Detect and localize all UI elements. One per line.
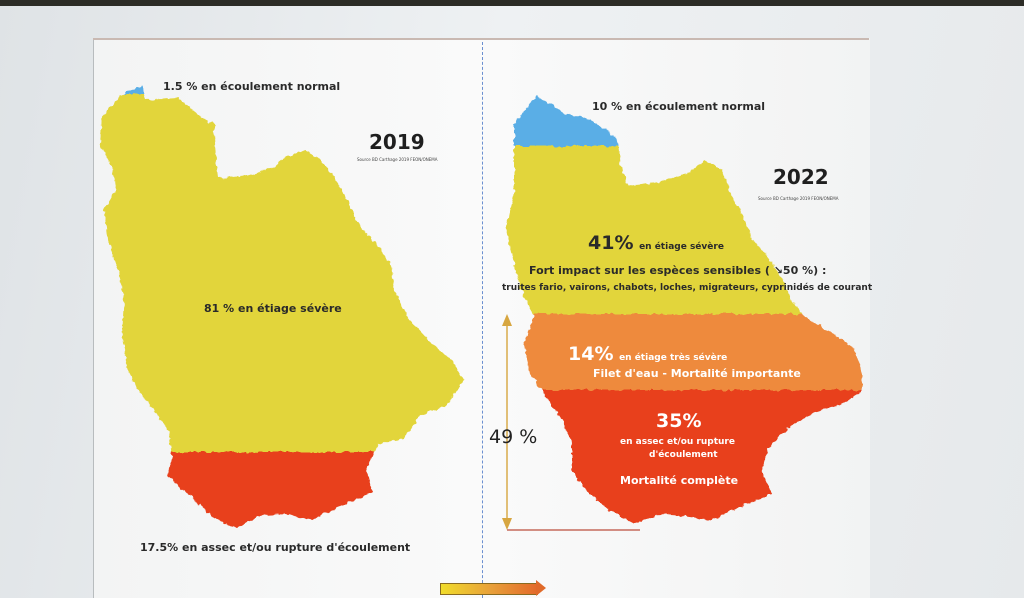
map-2022-normal-label: 10 % en écoulement normal	[592, 100, 766, 113]
map-2019-dry-region	[100, 452, 464, 528]
map-2022-impact-line: Fort impact sur les espèces sensibles ( …	[529, 264, 827, 277]
map-2022-very-severe-note: Filet d'eau - Mortalité importante	[593, 367, 801, 380]
map-2022-normal-flow-region	[506, 96, 862, 146]
map-2022-severe-text: en étiage sévère	[639, 242, 724, 252]
map-2022-dry-text-2: d'écoulement	[649, 450, 718, 460]
map-2022-source: Source BD Carthage 2019 FEON/ONEMA	[758, 196, 839, 201]
map-2019-dry-label: 17.5% en assec et/ou rupture d'écoulemen…	[140, 541, 411, 554]
map-2022-dry-value: 35%	[656, 410, 702, 432]
map-2022-dry-note: Mortalité complète	[620, 474, 739, 487]
map-2019-severe-label: 81 % en étiage sévère	[204, 302, 342, 315]
map-2019-year: 2019	[369, 130, 425, 154]
map-2022-very-severe-value: 14%	[568, 343, 614, 365]
map-2022-species-line: truites fario, vairons, chabots, loches,…	[502, 283, 873, 293]
map-2022-very-severe-block: 14% en étiage très sévère	[568, 343, 727, 365]
map-2022-very-severe-text: en étiage très sévère	[619, 353, 728, 363]
map-2022	[506, 96, 862, 524]
map-2022-severe-block: 41% en étiage sévère	[588, 232, 724, 254]
map-2019-normal-label: 1.5 % en écoulement normal	[163, 80, 341, 93]
map-2019-source: Source BD Carthage 2019 FEON/ONEMA	[357, 157, 438, 162]
map-2022-dry-text-1: en assec et/ou rupture	[620, 437, 735, 447]
combined-bracket	[502, 314, 640, 531]
map-2022-year: 2022	[773, 165, 829, 189]
progress-arrow-bar	[440, 583, 538, 595]
progress-arrow-head	[536, 580, 546, 596]
map-2022-combined-label: 49 %	[489, 426, 538, 448]
map-2022-very-severe-low-region	[506, 314, 862, 390]
slide-divider	[482, 42, 483, 598]
map-2022-severe-value: 41%	[588, 232, 634, 254]
slide-top-rule	[93, 38, 869, 40]
